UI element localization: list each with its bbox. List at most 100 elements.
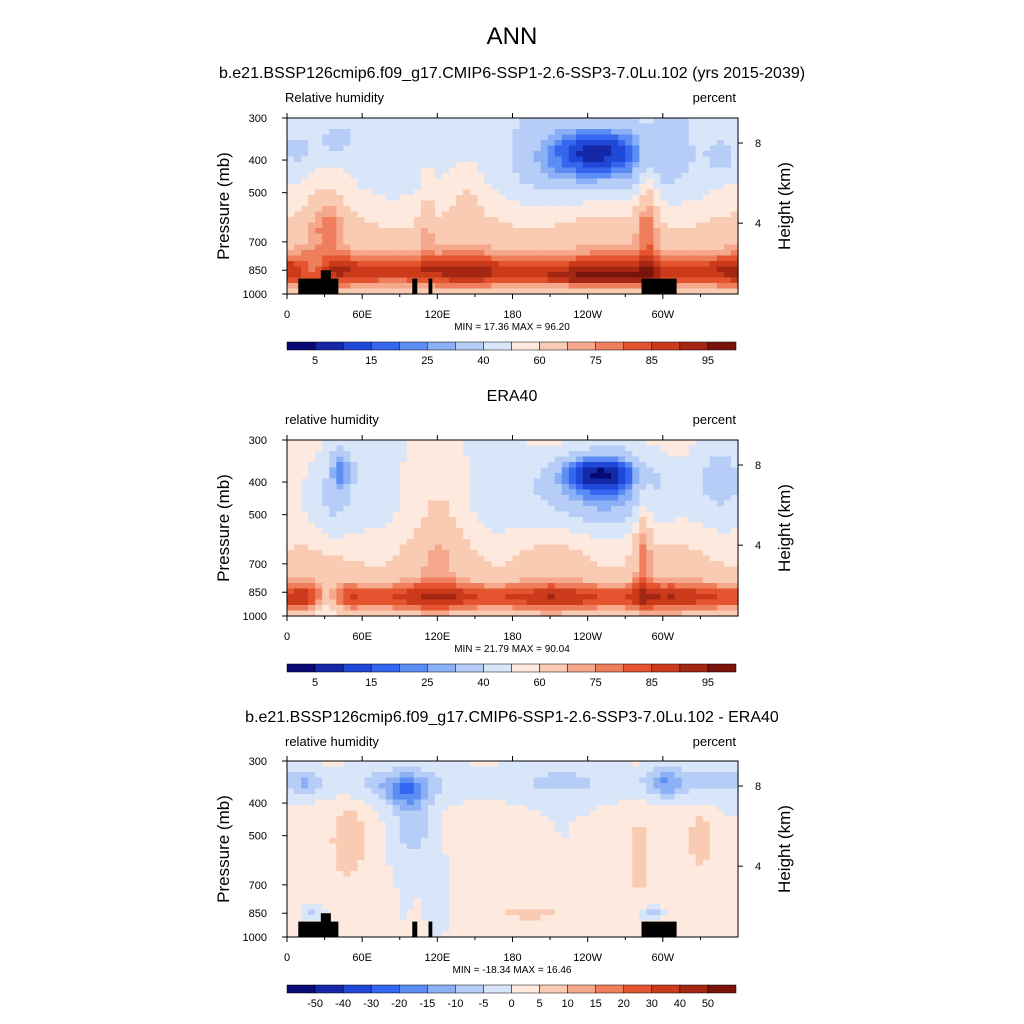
heatmap-cell bbox=[456, 550, 464, 557]
heatmap-cell bbox=[399, 440, 408, 447]
heatmap-cell bbox=[590, 500, 598, 507]
heatmap-cell bbox=[632, 184, 640, 191]
heatmap-cell bbox=[597, 572, 605, 579]
heatmap-cell bbox=[681, 277, 690, 284]
heatmap-cell bbox=[526, 445, 535, 452]
heatmap-cell bbox=[533, 145, 542, 152]
heatmap-cell bbox=[540, 255, 549, 262]
heatmap-cell bbox=[484, 283, 492, 290]
heatmap-cell bbox=[406, 544, 415, 551]
heatmap-cell bbox=[434, 156, 443, 163]
heatmap-cell bbox=[484, 528, 492, 535]
y-right-tick-label: 8 bbox=[755, 138, 761, 150]
heatmap-cell bbox=[287, 577, 295, 584]
heatmap-cell bbox=[611, 266, 619, 273]
heatmap-cell bbox=[477, 539, 485, 546]
heatmap-cell bbox=[491, 539, 500, 546]
heatmap-cell bbox=[287, 178, 295, 185]
heatmap-cell bbox=[442, 810, 450, 817]
heatmap-cell bbox=[287, 239, 295, 246]
heatmap-cell bbox=[315, 261, 323, 268]
heatmap-cell bbox=[716, 261, 725, 268]
heatmap-cell bbox=[519, 772, 528, 779]
heatmap-cell bbox=[385, 495, 394, 502]
heatmap-cell bbox=[625, 288, 633, 295]
heatmap-cell bbox=[413, 500, 422, 507]
heatmap-cell bbox=[498, 783, 507, 790]
heatmap-cell bbox=[456, 489, 464, 496]
heatmap-cell bbox=[442, 610, 450, 617]
heatmap-cell bbox=[378, 277, 387, 284]
heatmap-cell bbox=[301, 506, 309, 513]
heatmap-cell bbox=[688, 528, 697, 535]
heatmap-cell bbox=[491, 794, 500, 801]
heatmap-cell bbox=[653, 255, 662, 262]
heatmap-cell bbox=[695, 555, 704, 562]
heatmap-cell bbox=[491, 467, 500, 474]
heatmap-cell bbox=[674, 189, 683, 196]
heatmap-cell bbox=[590, 162, 598, 169]
heatmap-cell bbox=[449, 605, 457, 612]
heatmap-cell bbox=[427, 766, 436, 773]
heatmap-cell bbox=[322, 517, 330, 524]
heatmap-cell bbox=[653, 810, 662, 817]
heatmap-cell bbox=[547, 451, 556, 458]
heatmap-cell bbox=[519, 810, 528, 817]
heatmap-cell bbox=[625, 788, 633, 795]
heatmap-cell bbox=[322, 261, 330, 268]
heatmap-cell bbox=[343, 605, 352, 612]
panel-title: ERA40 bbox=[487, 388, 538, 405]
heatmap-cell bbox=[667, 816, 676, 823]
heatmap-cell bbox=[301, 189, 309, 196]
heatmap-cell bbox=[561, 206, 570, 213]
heatmap-cell bbox=[526, 777, 535, 784]
heatmap-cell bbox=[695, 277, 704, 284]
heatmap-cell bbox=[392, 522, 401, 529]
heatmap-cell bbox=[688, 517, 697, 524]
heatmap-cell bbox=[427, 594, 436, 601]
heatmap-cell bbox=[477, 140, 485, 147]
heatmap-cell bbox=[533, 250, 542, 257]
heatmap-cell bbox=[639, 561, 647, 568]
heatmap-cell bbox=[449, 794, 457, 801]
heatmap-cell bbox=[653, 217, 662, 224]
heatmap-cell bbox=[322, 151, 330, 158]
heatmap-cell bbox=[350, 140, 359, 147]
heatmap-cell bbox=[364, 572, 373, 579]
heatmap-cell bbox=[653, 539, 662, 546]
heatmap-cell bbox=[561, 151, 570, 158]
heatmap-cell bbox=[695, 533, 704, 540]
heatmap-cell bbox=[526, 233, 535, 240]
heatmap-cell bbox=[660, 134, 669, 141]
heatmap-cell bbox=[301, 588, 309, 595]
heatmap-cell bbox=[674, 239, 683, 246]
heatmap-cell bbox=[568, 266, 577, 273]
heatmap-cell bbox=[611, 522, 619, 529]
heatmap-cell bbox=[547, 821, 556, 828]
heatmap-cell bbox=[730, 588, 739, 595]
heatmap-cell bbox=[371, 539, 380, 546]
heatmap-cell bbox=[364, 610, 373, 617]
heatmap-cell bbox=[540, 445, 549, 452]
heatmap-cell bbox=[434, 594, 443, 601]
heatmap-cell bbox=[716, 805, 725, 812]
heatmap-cell bbox=[315, 599, 323, 606]
heatmap-cell bbox=[301, 761, 309, 768]
heatmap-cell bbox=[575, 178, 584, 185]
heatmap-cell bbox=[484, 189, 492, 196]
heatmap-cell bbox=[470, 222, 478, 229]
heatmap-cell bbox=[688, 566, 697, 573]
heatmap-cell bbox=[442, 189, 450, 196]
heatmap-cell bbox=[554, 129, 563, 136]
heatmap-cell bbox=[336, 184, 344, 191]
heatmap-cell bbox=[561, 816, 570, 823]
heatmap-cell bbox=[434, 588, 443, 595]
heatmap-cell bbox=[554, 594, 563, 601]
heatmap-cell bbox=[646, 211, 655, 218]
heatmap-cell bbox=[611, 228, 619, 235]
heatmap-cell bbox=[470, 555, 478, 562]
heatmap-cell bbox=[716, 544, 725, 551]
heatmap-cell bbox=[723, 495, 732, 502]
heatmap-cell bbox=[456, 129, 464, 136]
heatmap-cell bbox=[442, 156, 450, 163]
